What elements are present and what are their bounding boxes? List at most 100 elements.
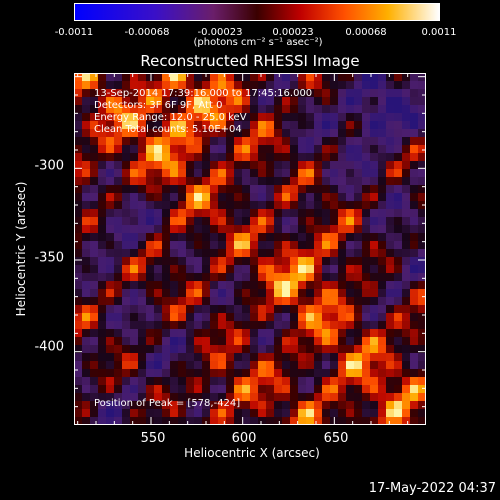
- heatmap-cell: [314, 97, 323, 106]
- heatmap-cell: [410, 409, 419, 418]
- heatmap-cell: [186, 169, 195, 178]
- heatmap-cell: [370, 417, 379, 425]
- heatmap-cell: [274, 89, 283, 98]
- heatmap-cell: [282, 289, 291, 298]
- heatmap-cell: [242, 217, 251, 226]
- heatmap-cell: [410, 209, 419, 218]
- heatmap-cell: [186, 129, 195, 138]
- heatmap-cell: [130, 217, 139, 226]
- heatmap-cell: [402, 233, 411, 242]
- heatmap-cell: [266, 113, 275, 122]
- heatmap-cell: [282, 313, 291, 322]
- heatmap-cell: [106, 393, 115, 402]
- heatmap-cell: [258, 297, 267, 306]
- heatmap-cell: [378, 385, 387, 394]
- info-energy-range: Energy Range: 12.0 - 25.0 keV: [94, 112, 247, 123]
- heatmap-cell: [290, 409, 299, 418]
- heatmap-cell: [362, 273, 371, 282]
- heatmap-cell: [234, 225, 243, 234]
- heatmap-cell: [306, 281, 315, 290]
- heatmap-cell: [162, 257, 171, 266]
- heatmap-cell: [306, 329, 315, 338]
- heatmap-cell: [194, 209, 203, 218]
- heatmap-cell: [386, 369, 395, 378]
- heatmap-cell: [410, 89, 419, 98]
- heatmap-cell: [362, 345, 371, 354]
- heatmap-cell: [418, 121, 426, 130]
- heatmap-cell: [82, 289, 91, 298]
- heatmap-cell: [290, 97, 299, 106]
- heatmap-cell: [346, 281, 355, 290]
- heatmap-cell: [282, 401, 291, 410]
- heatmap-cell: [330, 241, 339, 250]
- heatmap-cell: [130, 161, 139, 170]
- heatmap-cell: [362, 305, 371, 314]
- heatmap-cell: [162, 89, 171, 98]
- heatmap-cell: [274, 257, 283, 266]
- heatmap-cell: [306, 377, 315, 386]
- heatmap-cell: [354, 409, 363, 418]
- heatmap-cell: [394, 129, 403, 138]
- heatmap-cell: [90, 193, 99, 202]
- heatmap-cell: [322, 185, 331, 194]
- heatmap-cell: [338, 329, 347, 338]
- heatmap-cell: [114, 105, 123, 114]
- heatmap-cell: [130, 97, 139, 106]
- heatmap-cell: [226, 369, 235, 378]
- heatmap-cell: [418, 81, 426, 90]
- heatmap-cell: [186, 201, 195, 210]
- heatmap-cell: [274, 353, 283, 362]
- heatmap-cell: [242, 113, 251, 122]
- heatmap-cell: [122, 377, 131, 386]
- heatmap-cell: [290, 401, 299, 410]
- heatmap-cell: [114, 297, 123, 306]
- heatmap-cell: [282, 329, 291, 338]
- heatmap-cell: [186, 209, 195, 218]
- heatmap-cell: [218, 209, 227, 218]
- heatmap-cell: [242, 249, 251, 258]
- heatmap-cell: [306, 369, 315, 378]
- x-tick-label: 600: [231, 431, 257, 446]
- heatmap-cell: [82, 209, 91, 218]
- heatmap-cell: [146, 217, 155, 226]
- heatmap-cell: [282, 225, 291, 234]
- heatmap-cell: [122, 265, 131, 274]
- heatmap-cell: [346, 321, 355, 330]
- heatmap-cell: [178, 145, 187, 154]
- heatmap-cell: [330, 265, 339, 274]
- heatmap-cell: [370, 145, 379, 154]
- heatmap-cell: [386, 385, 395, 394]
- heatmap-cell: [362, 329, 371, 338]
- heatmap-cell: [274, 169, 283, 178]
- heatmap-cell: [162, 209, 171, 218]
- heatmap-cell: [226, 161, 235, 170]
- heatmap-cell: [226, 73, 235, 82]
- heatmap-cell: [394, 113, 403, 122]
- heatmap-cell: [410, 257, 419, 266]
- heatmap-cell: [402, 201, 411, 210]
- heatmap-cell: [194, 105, 203, 114]
- heatmap-cell: [218, 313, 227, 322]
- y-axis-label: Heliocentric Y (arcsec): [14, 181, 28, 317]
- heatmap-cell: [298, 81, 307, 90]
- heatmap-cell: [314, 281, 323, 290]
- heatmap-cell: [394, 241, 403, 250]
- heatmap-cell: [338, 377, 347, 386]
- heatmap-cell: [114, 97, 123, 106]
- heatmap-cell: [330, 329, 339, 338]
- heatmap-cell: [218, 281, 227, 290]
- heatmap-cell: [330, 177, 339, 186]
- heatmap-cell: [410, 241, 419, 250]
- heatmap-cell: [154, 329, 163, 338]
- heatmap-cell: [130, 361, 139, 370]
- heatmap-cell: [226, 417, 235, 425]
- heatmap-cell: [226, 113, 235, 122]
- heatmap-cell: [74, 121, 83, 130]
- heatmap-cell: [74, 89, 83, 98]
- heatmap-cell: [162, 145, 171, 154]
- heatmap-cell: [170, 225, 179, 234]
- heatmap-cell: [162, 177, 171, 186]
- heatmap-cell: [186, 121, 195, 130]
- plot-frame: [74, 73, 426, 425]
- heatmap-cell: [370, 241, 379, 250]
